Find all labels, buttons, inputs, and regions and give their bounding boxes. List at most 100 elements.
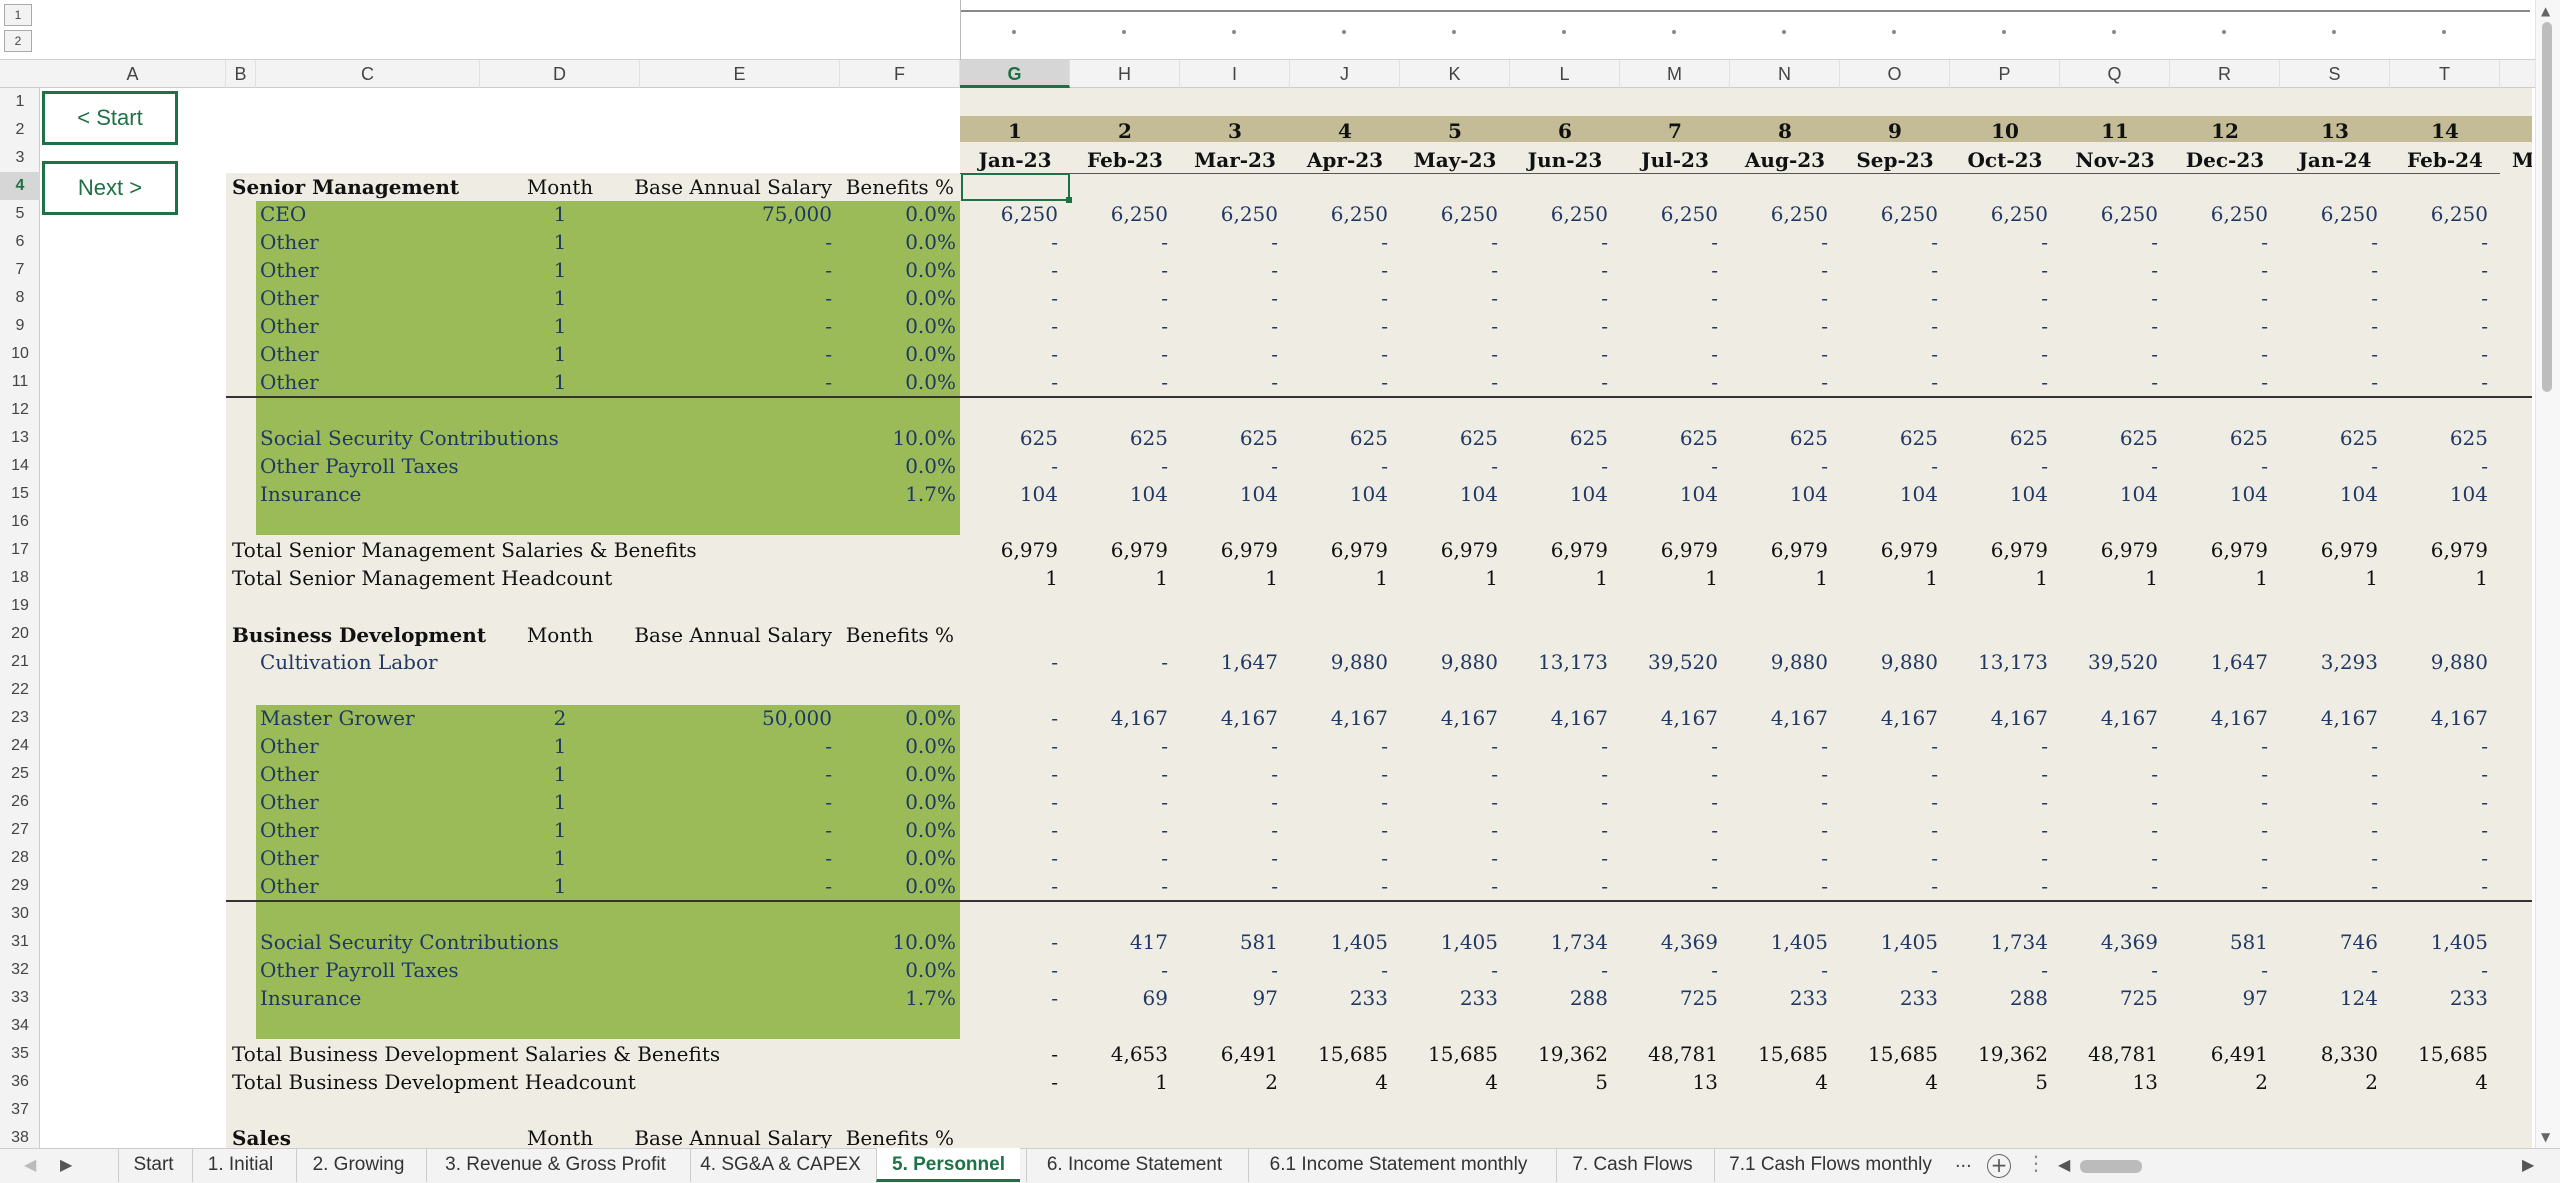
senior-employee-benefits[interactable]: 0.0%: [905, 202, 956, 226]
row-header-31[interactable]: 31: [11, 933, 29, 950]
row-header-11[interactable]: 11: [11, 373, 29, 390]
bizdev-employee-month[interactable]: 1: [553, 846, 567, 870]
senior-tax-rate[interactable]: 1.7%: [905, 482, 956, 506]
row-header-25[interactable]: 25: [11, 765, 29, 782]
tab-bar-splitter-icon[interactable]: ⋮: [2026, 1151, 2046, 1175]
senior-employee-salary[interactable]: -: [825, 314, 832, 338]
bizdev-employee-month[interactable]: 1: [553, 734, 567, 758]
senior-employee-salary[interactable]: -: [825, 286, 832, 310]
tab-sheet-4[interactable]: 4. SG&A & CAPEX: [690, 1148, 870, 1182]
senior-employee-name[interactable]: Other: [260, 286, 319, 310]
hscroll-right-icon[interactable]: ▶: [2522, 1155, 2535, 1174]
bizdev-employee-benefits[interactable]: 0.0%: [905, 846, 956, 870]
bizdev-employee-salary[interactable]: -: [825, 846, 832, 870]
horizontal-scroll-thumb[interactable]: [2080, 1160, 2142, 1173]
row-header-20[interactable]: 20: [11, 625, 29, 642]
row-header-33[interactable]: 33: [11, 989, 29, 1006]
start-button[interactable]: < Start: [42, 91, 178, 145]
senior-employee-benefits[interactable]: 0.0%: [905, 230, 956, 254]
tab-scroll-right-icon[interactable]: ▶: [60, 1155, 73, 1174]
senior-employee-salary[interactable]: -: [825, 230, 832, 254]
scroll-down-arrow-icon[interactable]: ▼: [2541, 1130, 2551, 1144]
tab-sheet-9[interactable]: 7.1 Cash Flows monthly: [1714, 1148, 1946, 1182]
bizdev-employee-benefits[interactable]: 0.0%: [905, 762, 956, 786]
bizdev-employee-name[interactable]: Other: [260, 734, 319, 758]
senior-employee-month[interactable]: 1: [553, 314, 567, 338]
column-header-a[interactable]: A: [40, 60, 226, 88]
bizdev-employee-benefits[interactable]: 0.0%: [905, 790, 956, 814]
tab-sheet-1[interactable]: 1. Initial: [192, 1148, 288, 1182]
bizdev-tax-rate[interactable]: 10.0%: [892, 930, 956, 954]
column-header-h[interactable]: H: [1070, 60, 1180, 88]
bizdev-employee-benefits[interactable]: 0.0%: [905, 874, 956, 898]
senior-tax-rate[interactable]: 0.0%: [905, 454, 956, 478]
tab-sheet-5[interactable]: 5. Personnel: [876, 1148, 1020, 1182]
tab-scroll-left-icon[interactable]: ◀: [24, 1155, 37, 1174]
add-sheet-icon[interactable]: +: [1987, 1154, 2011, 1178]
row-header-34[interactable]: 34: [11, 1017, 29, 1034]
row-header-16[interactable]: 16: [11, 513, 29, 530]
row-header-7[interactable]: 7: [15, 261, 25, 278]
row-header-9[interactable]: 9: [15, 317, 25, 334]
senior-employee-benefits[interactable]: 0.0%: [905, 342, 956, 366]
column-header-p[interactable]: P: [1950, 60, 2060, 88]
bizdev-employee-name[interactable]: Other: [260, 846, 319, 870]
tab-overflow-indicator[interactable]: ...: [1955, 1150, 1972, 1172]
row-header-12[interactable]: 12: [11, 401, 29, 418]
outline-level-2-button[interactable]: 2: [4, 30, 32, 52]
senior-employee-month[interactable]: 1: [553, 286, 567, 310]
bizdev-employee-benefits[interactable]: 0.0%: [905, 818, 956, 842]
senior-employee-month[interactable]: 1: [553, 370, 567, 394]
next-button[interactable]: Next >: [42, 161, 178, 215]
row-header-29[interactable]: 29: [11, 877, 29, 894]
bizdev-employee-salary[interactable]: -: [825, 874, 832, 898]
bizdev-employee-salary[interactable]: -: [825, 818, 832, 842]
senior-employee-salary[interactable]: -: [825, 370, 832, 394]
row-header-27[interactable]: 27: [11, 821, 29, 838]
bizdev-employee-name[interactable]: Other: [260, 818, 319, 842]
senior-employee-salary[interactable]: 75,000: [762, 202, 832, 226]
bizdev-employee-name[interactable]: Master Grower: [260, 706, 415, 730]
row-header-6[interactable]: 6: [15, 233, 25, 250]
senior-employee-benefits[interactable]: 0.0%: [905, 258, 956, 282]
row-header-37[interactable]: 37: [11, 1101, 29, 1118]
scroll-up-arrow-icon[interactable]: ▲: [2541, 4, 2551, 18]
row-header-3[interactable]: 3: [15, 149, 25, 166]
senior-employee-month[interactable]: 1: [553, 342, 567, 366]
senior-employee-benefits[interactable]: 0.0%: [905, 370, 956, 394]
tab-sheet-3[interactable]: 3. Revenue & Gross Profit: [426, 1148, 684, 1182]
row-header-2[interactable]: 2: [15, 121, 25, 138]
row-header-26[interactable]: 26: [11, 793, 29, 810]
bizdev-employee-name[interactable]: Other: [260, 874, 319, 898]
bizdev-employee-benefits[interactable]: 0.0%: [905, 706, 956, 730]
outline-level-1-button[interactable]: 1: [4, 4, 32, 26]
tab-start[interactable]: Start: [118, 1148, 188, 1182]
bizdev-employee-month[interactable]: 1: [553, 818, 567, 842]
column-header-e[interactable]: E: [640, 60, 840, 88]
hscroll-left-icon[interactable]: ◀: [2058, 1155, 2071, 1174]
row-header-1[interactable]: 1: [15, 93, 25, 110]
column-header-o[interactable]: O: [1840, 60, 1950, 88]
senior-employee-salary[interactable]: -: [825, 342, 832, 366]
bizdev-employee-month[interactable]: 1: [553, 790, 567, 814]
row-header-22[interactable]: 22: [11, 681, 29, 698]
bizdev-employee-benefits[interactable]: 0.0%: [905, 734, 956, 758]
column-header-r[interactable]: R: [2170, 60, 2280, 88]
column-header-b[interactable]: B: [226, 60, 256, 88]
bizdev-employee-salary[interactable]: -: [825, 790, 832, 814]
tab-sheet-2[interactable]: 2. Growing: [296, 1148, 420, 1182]
column-header-d[interactable]: D: [480, 60, 640, 88]
bizdev-employee-month[interactable]: 1: [553, 874, 567, 898]
senior-employee-name[interactable]: Other: [260, 230, 319, 254]
row-header-4[interactable]: 4: [0, 172, 40, 200]
row-header-17[interactable]: 17: [11, 541, 29, 558]
senior-employee-month[interactable]: 1: [553, 202, 567, 226]
column-header-s[interactable]: S: [2280, 60, 2390, 88]
bizdev-tax-rate[interactable]: 0.0%: [905, 958, 956, 982]
column-header-i[interactable]: I: [1180, 60, 1290, 88]
column-header-j[interactable]: J: [1290, 60, 1400, 88]
senior-employee-name[interactable]: Other: [260, 342, 319, 366]
tab-sheet-6[interactable]: 6. Income Statement: [1026, 1148, 1242, 1182]
senior-employee-name[interactable]: Other: [260, 258, 319, 282]
fill-handle[interactable]: [1066, 197, 1072, 203]
